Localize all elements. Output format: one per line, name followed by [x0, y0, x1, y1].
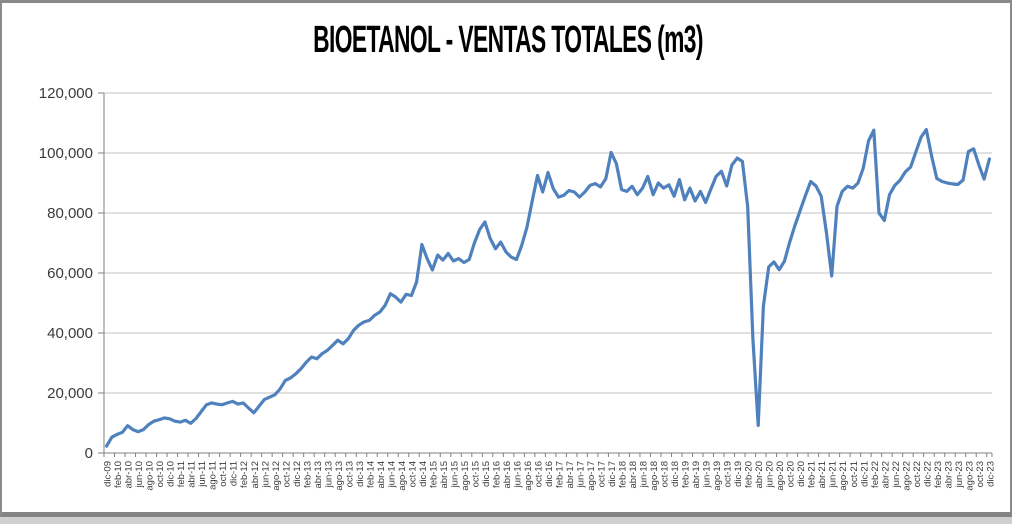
x-axis-label: abr-16 — [502, 461, 513, 488]
x-axis-label: jun-20 — [765, 461, 776, 488]
x-axis-label: dic-14 — [418, 461, 429, 487]
x-axis-label: abr-22 — [880, 461, 891, 488]
y-axis-label: 80,000 — [47, 205, 93, 222]
x-axis-label: oct-10 — [155, 461, 166, 487]
x-axis-label: feb-23 — [933, 461, 944, 488]
x-axis-label: jun-15 — [449, 461, 460, 488]
x-axis-label: jun-22 — [891, 461, 902, 488]
x-axis-label: jun-16 — [512, 461, 523, 488]
x-axis-label: oct-23 — [975, 461, 986, 487]
x-axis-label: feb-11 — [176, 461, 187, 487]
x-axis-label: ago-11 — [208, 461, 219, 490]
x-axis-label: abr-10 — [124, 461, 135, 488]
x-axis-label: oct-14 — [407, 461, 418, 487]
bioetanol-line-chart: 0 20,000 40,000 60,000 80,000 100,000 120,000 d… — [39, 85, 997, 491]
x-axis-label: abr-14 — [376, 461, 387, 488]
x-axis-label: abr-20 — [754, 461, 765, 488]
x-axis-label: jun-19 — [702, 461, 713, 488]
x-axis-label: oct-21 — [849, 461, 860, 487]
x-axis-label: jun-18 — [639, 461, 650, 488]
x-axis-label: ago-15 — [460, 461, 471, 491]
x-axis-label: dic-12 — [292, 461, 303, 487]
x-axis-label: dic-10 — [166, 461, 177, 487]
x-axis-label: oct-22 — [912, 461, 923, 487]
x-axis-label: jun-14 — [386, 461, 397, 488]
x-axis-label: jun-23 — [954, 461, 965, 488]
x-axis-label: abr-23 — [943, 461, 954, 488]
y-axis-label: 100,000 — [39, 145, 93, 162]
x-axis-label: ago-17 — [586, 461, 597, 491]
x-axis-label: ago-23 — [964, 461, 975, 491]
x-axis-label: ago-21 — [838, 461, 849, 491]
x-axis-label: ago-10 — [145, 461, 156, 491]
x-axis-label: dic-09 — [103, 461, 114, 487]
x-axis-label: ago-19 — [712, 461, 723, 491]
x-axis-label: dic-16 — [544, 461, 555, 487]
x-axis-label: dic-19 — [733, 461, 744, 487]
x-axis-label: feb-10 — [113, 461, 124, 488]
x-axis-label: ago-13 — [334, 461, 345, 491]
chart-title: BIOETANOL - VENTAS TOTALES (m3) — [313, 19, 703, 61]
x-axis-label: jun-17 — [576, 461, 587, 488]
x-axis-label: dic-22 — [922, 461, 933, 487]
x-axis-label: ago-16 — [523, 461, 534, 491]
x-axis-label: feb-15 — [428, 461, 439, 488]
x-axis-label: feb-18 — [618, 461, 629, 488]
y-axis-label: 120,000 — [39, 85, 93, 102]
x-axis-label: oct-15 — [470, 461, 481, 487]
x-axis-label: abr-18 — [628, 461, 639, 488]
y-axis-label: 40,000 — [47, 325, 93, 342]
x-axis-label: feb-12 — [239, 461, 250, 488]
x-axis-label: dic-13 — [355, 461, 366, 487]
x-axis-label: oct-18 — [660, 461, 671, 487]
x-axis-label: jun-11 — [197, 461, 208, 488]
x-axis-label: oct-20 — [786, 461, 797, 487]
x-axis-label: feb-19 — [681, 461, 692, 488]
x-axis-label: oct-12 — [281, 461, 292, 487]
x-axis-label: abr-12 — [250, 461, 261, 488]
x-axis-label: ago-14 — [397, 461, 408, 491]
x-axis-label: feb-22 — [870, 461, 881, 488]
x-axis-label: abr-17 — [565, 461, 576, 488]
x-axis-label: dic-20 — [796, 461, 807, 487]
y-axis-label: 20,000 — [47, 385, 93, 402]
x-axis-label: oct-17 — [597, 461, 608, 487]
y-axis-label: 60,000 — [47, 265, 93, 282]
x-axis-label: ago-20 — [775, 461, 786, 491]
x-axis-label: dic-11 — [229, 461, 240, 486]
x-axis-label: abr-19 — [691, 461, 702, 488]
x-axis-label: dic-15 — [481, 461, 492, 487]
x-axis-label: ago-18 — [649, 461, 660, 491]
x-axis-label: dic-17 — [607, 461, 618, 487]
x-axis-label: oct-11 — [218, 461, 229, 487]
sales-line — [104, 127, 992, 448]
x-axis-label: jun-21 — [828, 461, 839, 488]
x-axis-label: oct-19 — [723, 461, 734, 487]
x-axis-label: jun-13 — [323, 461, 334, 488]
x-axis-label: ago-22 — [901, 461, 912, 491]
y-axis-label: 0 — [85, 445, 93, 462]
x-axis-label: feb-17 — [555, 461, 566, 488]
x-axis-label: feb-13 — [302, 461, 313, 488]
x-axis-label: feb-14 — [365, 461, 376, 488]
x-axis-label: feb-16 — [491, 461, 502, 488]
x-axis-label: oct-16 — [533, 461, 544, 487]
x-axis-label: oct-13 — [344, 461, 355, 487]
x-axis-label: abr-13 — [313, 461, 324, 488]
x-axis-label: dic-21 — [859, 461, 870, 487]
x-axis-label: jun-10 — [134, 461, 145, 488]
x-axis-label: dic-18 — [670, 461, 681, 487]
x-axis-label: ago-12 — [271, 461, 282, 491]
x-axis-label: abr-15 — [439, 461, 450, 488]
x-axis-label: abr-11 — [187, 461, 198, 488]
x-axis-label: jun-12 — [260, 461, 271, 488]
x-axis-label: dic-23 — [985, 461, 996, 487]
x-axis-label: abr-21 — [817, 461, 828, 488]
x-axis-label: feb-21 — [807, 461, 818, 488]
x-axis-label: feb-20 — [744, 461, 755, 488]
